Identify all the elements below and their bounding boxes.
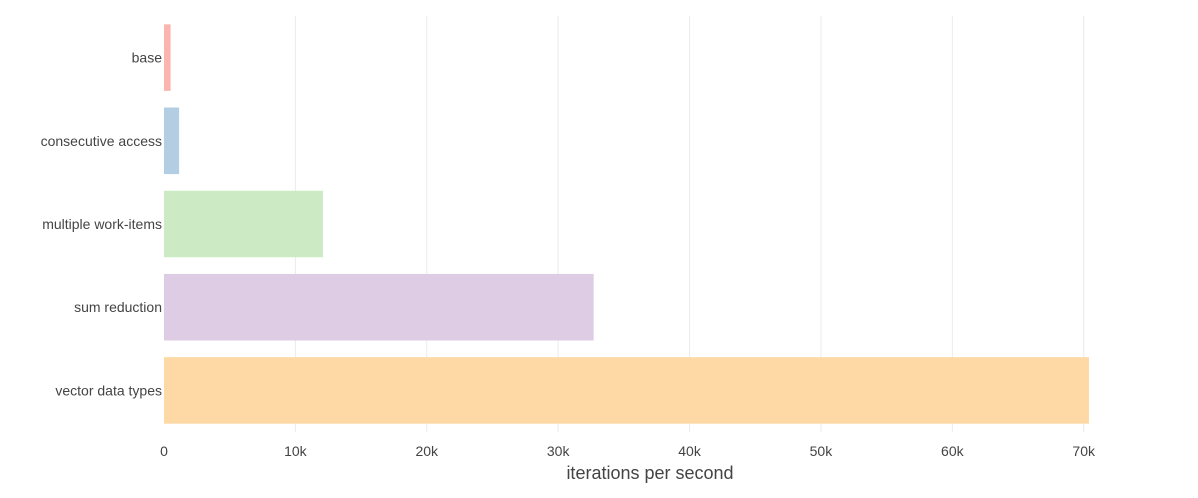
bars — [164, 24, 1089, 424]
bar[interactable] — [164, 24, 171, 91]
bar[interactable] — [164, 357, 1089, 424]
bar[interactable] — [164, 190, 323, 258]
category-label: consecutive access — [41, 133, 162, 149]
x-tick-label: 70k — [1072, 443, 1096, 459]
x-tick-label: 20k — [415, 443, 439, 459]
x-tick-label: 60k — [941, 443, 965, 459]
x-tick-label: 10k — [284, 443, 308, 459]
category-label: sum reduction — [74, 299, 162, 315]
x-tick-label: 30k — [547, 443, 571, 459]
bar[interactable] — [164, 107, 180, 175]
category-label: base — [132, 50, 163, 66]
x-tick-label: 40k — [678, 443, 702, 459]
x-axis-title: iterations per second — [566, 463, 733, 483]
x-tick-label: 50k — [810, 443, 834, 459]
x-tick-labels: 0 10k 20k 30k 40k 50k 60k 70k — [160, 443, 1096, 459]
gridlines — [294, 16, 1085, 432]
category-label: multiple work-items — [42, 216, 162, 232]
x-tick-label: 0 — [160, 443, 168, 459]
category-label: vector data types — [55, 382, 162, 398]
bar[interactable] — [164, 273, 594, 341]
category-labels: base consecutive access multiple work-item… — [41, 50, 163, 399]
